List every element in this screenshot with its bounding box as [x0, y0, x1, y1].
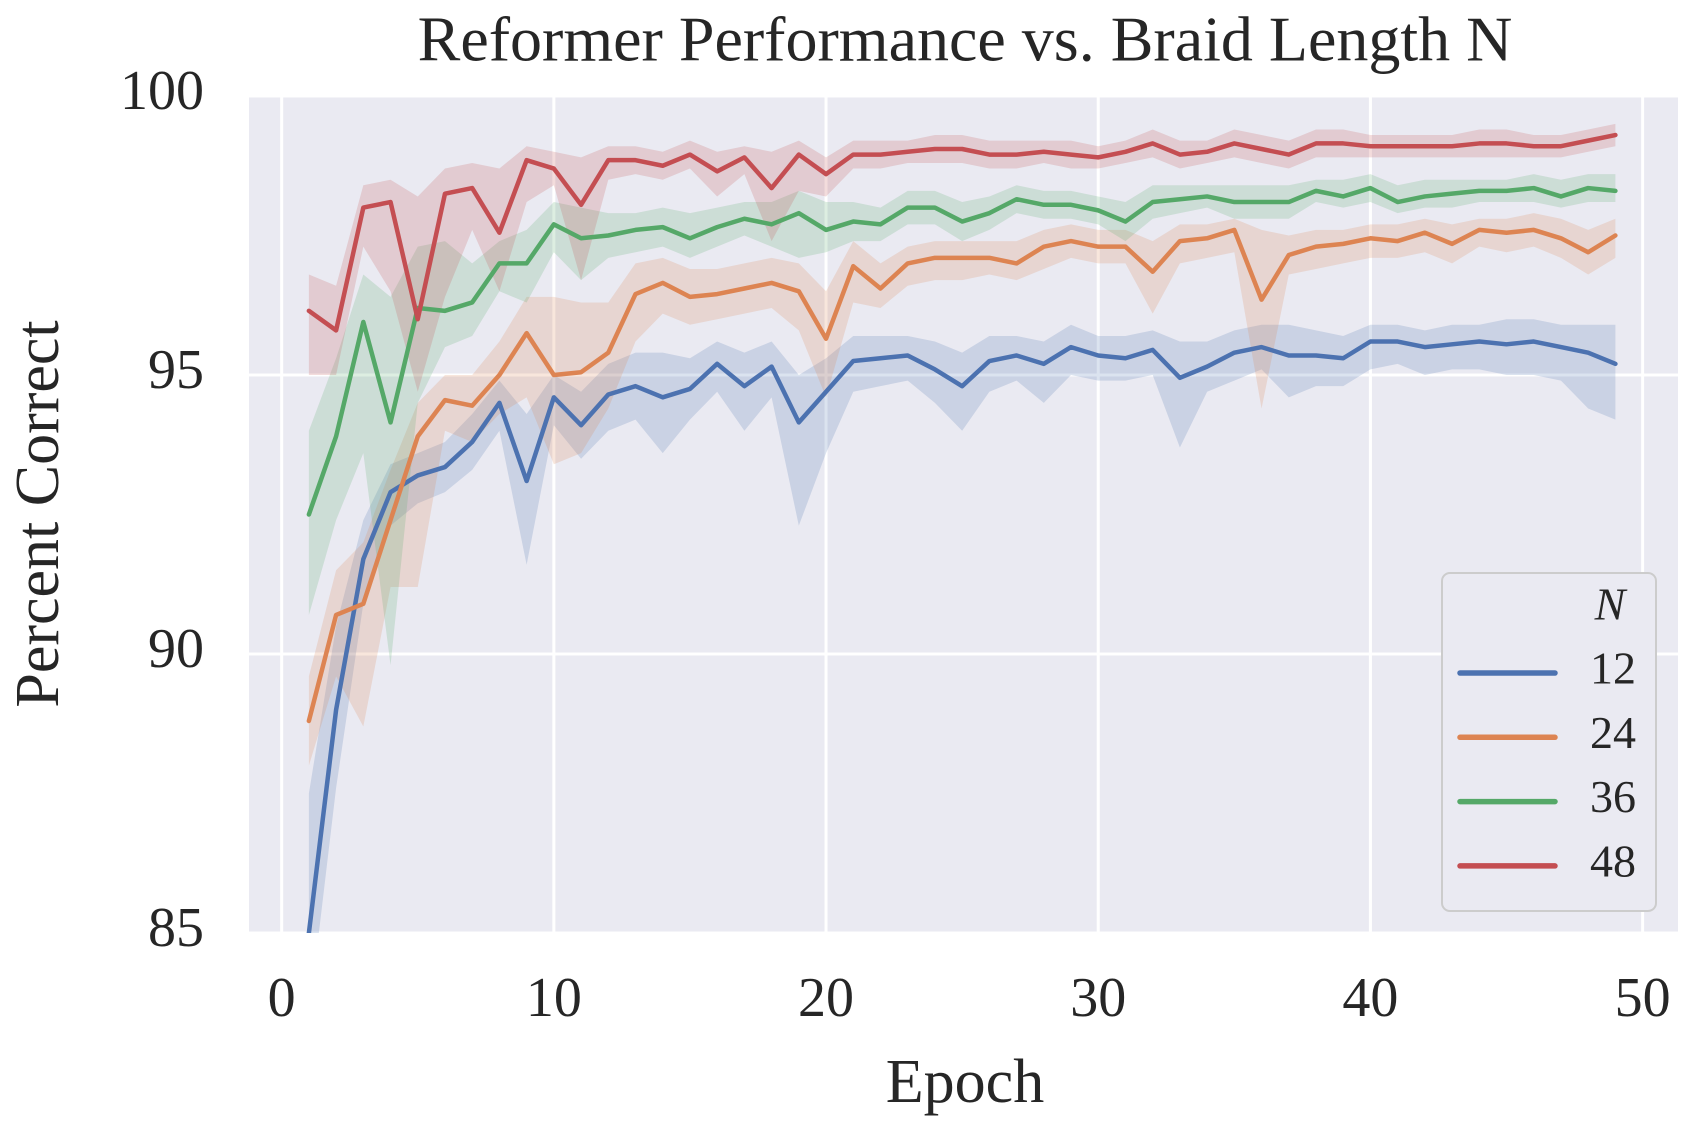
y-tick-label: 95: [148, 339, 204, 401]
y-tick-label: 100: [120, 60, 204, 122]
confidence-band: [308, 123, 1616, 392]
x-tick-label: 0: [268, 967, 296, 1029]
bands: [308, 123, 1616, 933]
x-tick-label: 10: [526, 967, 582, 1029]
labels: 0 10 20 30 40 50 85 90 95 100: [120, 60, 1671, 1029]
y-axis-label: Percent Correct: [4, 320, 72, 707]
legend-box: [1441, 572, 1657, 912]
chart-title: Reformer Performance vs. Braid Length N: [418, 4, 1513, 75]
legend: N 12 24 36 48: [1441, 572, 1657, 912]
x-axis-label: Epoch: [886, 1048, 1044, 1116]
x-tick-label: 20: [798, 967, 854, 1029]
series-line: [306, 227, 1618, 724]
x-tick-label: 50: [1615, 967, 1671, 1029]
legend-title: N: [1594, 579, 1628, 630]
series-line: [306, 132, 1618, 333]
plot-background: [249, 96, 1678, 933]
x-tick-label: 40: [1342, 967, 1398, 1029]
x-tick-label: 30: [1070, 967, 1126, 1029]
series-line: [306, 339, 1618, 933]
y-tick-label: 90: [148, 618, 204, 680]
series-line: [306, 185, 1618, 517]
y-tick-label: 85: [148, 897, 204, 959]
legend-label: 48: [1590, 835, 1636, 886]
legend-label: 12: [1590, 643, 1636, 694]
lines: [306, 132, 1618, 933]
legend-label: 24: [1590, 707, 1636, 758]
legend-label: 36: [1590, 771, 1636, 822]
grid: [249, 94, 1678, 935]
